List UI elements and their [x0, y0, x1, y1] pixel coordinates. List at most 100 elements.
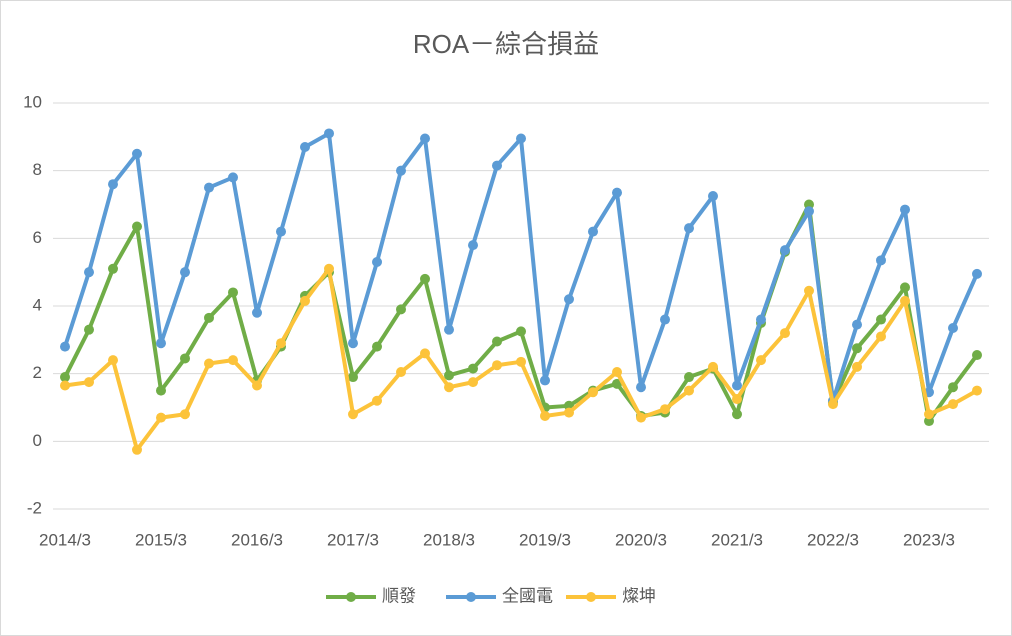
legend-label: 順發: [382, 586, 416, 605]
data-point: [228, 287, 238, 298]
data-point: [228, 355, 238, 366]
data-point: [612, 366, 622, 377]
data-point: [948, 322, 958, 333]
data-point: [60, 341, 70, 352]
data-point: [756, 314, 766, 325]
data-point: [468, 240, 478, 251]
data-point: [924, 409, 934, 420]
data-point: [636, 382, 646, 393]
legend-marker: [586, 592, 596, 602]
data-point: [900, 282, 910, 293]
data-point: [204, 182, 214, 193]
data-point: [492, 360, 502, 371]
data-point: [612, 378, 622, 389]
data-point: [276, 226, 286, 237]
data-point: [516, 326, 526, 337]
data-point: [876, 255, 886, 266]
data-point: [900, 204, 910, 215]
data-point: [540, 375, 550, 386]
data-point: [204, 358, 214, 369]
data-point: [300, 141, 310, 152]
data-point: [708, 191, 718, 202]
data-point: [900, 295, 910, 306]
data-point: [444, 382, 454, 393]
data-point: [876, 331, 886, 342]
x-tick-label: 2018/3: [423, 530, 475, 549]
x-tick-label: 2015/3: [135, 530, 187, 549]
y-tick-label: -2: [27, 498, 42, 517]
data-point: [156, 412, 166, 423]
legend-label: 全國電: [502, 586, 553, 605]
y-tick-label: 4: [33, 295, 42, 314]
data-point: [588, 387, 598, 398]
data-point: [228, 172, 238, 183]
data-point: [732, 409, 742, 420]
data-point: [252, 307, 262, 318]
x-tick-label: 2014/3: [39, 530, 91, 549]
data-point: [252, 380, 262, 391]
x-tick-label: 2016/3: [231, 530, 283, 549]
data-point: [180, 267, 190, 278]
data-point: [180, 409, 190, 420]
data-point: [108, 179, 118, 190]
data-point: [780, 245, 790, 256]
data-point: [828, 399, 838, 410]
y-tick-label: 8: [33, 160, 42, 179]
data-point: [348, 409, 358, 420]
data-point: [852, 343, 862, 354]
data-point: [420, 133, 430, 144]
legend-marker: [466, 592, 476, 602]
data-point: [660, 404, 670, 415]
x-tick-label: 2019/3: [519, 530, 571, 549]
y-tick-label: 0: [33, 431, 42, 450]
data-point: [420, 348, 430, 359]
data-point: [492, 160, 502, 171]
data-point: [372, 257, 382, 268]
y-tick-label: 6: [33, 228, 42, 247]
data-point: [804, 285, 814, 296]
data-point: [684, 385, 694, 396]
data-point: [60, 372, 70, 383]
data-point: [564, 407, 574, 418]
data-point: [948, 399, 958, 410]
legend-label: 燦坤: [622, 586, 656, 605]
data-point: [396, 165, 406, 176]
data-point: [108, 355, 118, 366]
legend-marker: [346, 592, 356, 602]
data-point: [876, 314, 886, 325]
data-point: [132, 444, 142, 455]
data-point: [684, 372, 694, 383]
data-point: [636, 412, 646, 423]
y-tick-label: 2: [33, 363, 42, 382]
x-tick-label: 2022/3: [807, 530, 859, 549]
data-point: [84, 324, 94, 335]
data-point: [972, 385, 982, 396]
data-point: [300, 295, 310, 306]
data-point: [324, 128, 334, 139]
data-point: [444, 324, 454, 335]
data-point: [468, 363, 478, 374]
data-point: [396, 304, 406, 315]
data-point: [396, 366, 406, 377]
x-tick-label: 2020/3: [615, 530, 667, 549]
data-point: [276, 338, 286, 349]
data-point: [684, 223, 694, 234]
data-point: [948, 382, 958, 393]
data-point: [324, 263, 334, 274]
data-point: [708, 361, 718, 372]
data-point: [804, 206, 814, 217]
data-point: [108, 263, 118, 274]
data-point: [84, 377, 94, 388]
data-point: [540, 410, 550, 421]
data-point: [372, 341, 382, 352]
data-point: [588, 226, 598, 237]
data-point: [732, 380, 742, 391]
data-point: [780, 328, 790, 339]
data-point: [972, 268, 982, 279]
data-point: [612, 187, 622, 198]
data-point: [348, 338, 358, 349]
data-point: [852, 361, 862, 372]
data-point: [420, 273, 430, 284]
data-point: [756, 355, 766, 366]
